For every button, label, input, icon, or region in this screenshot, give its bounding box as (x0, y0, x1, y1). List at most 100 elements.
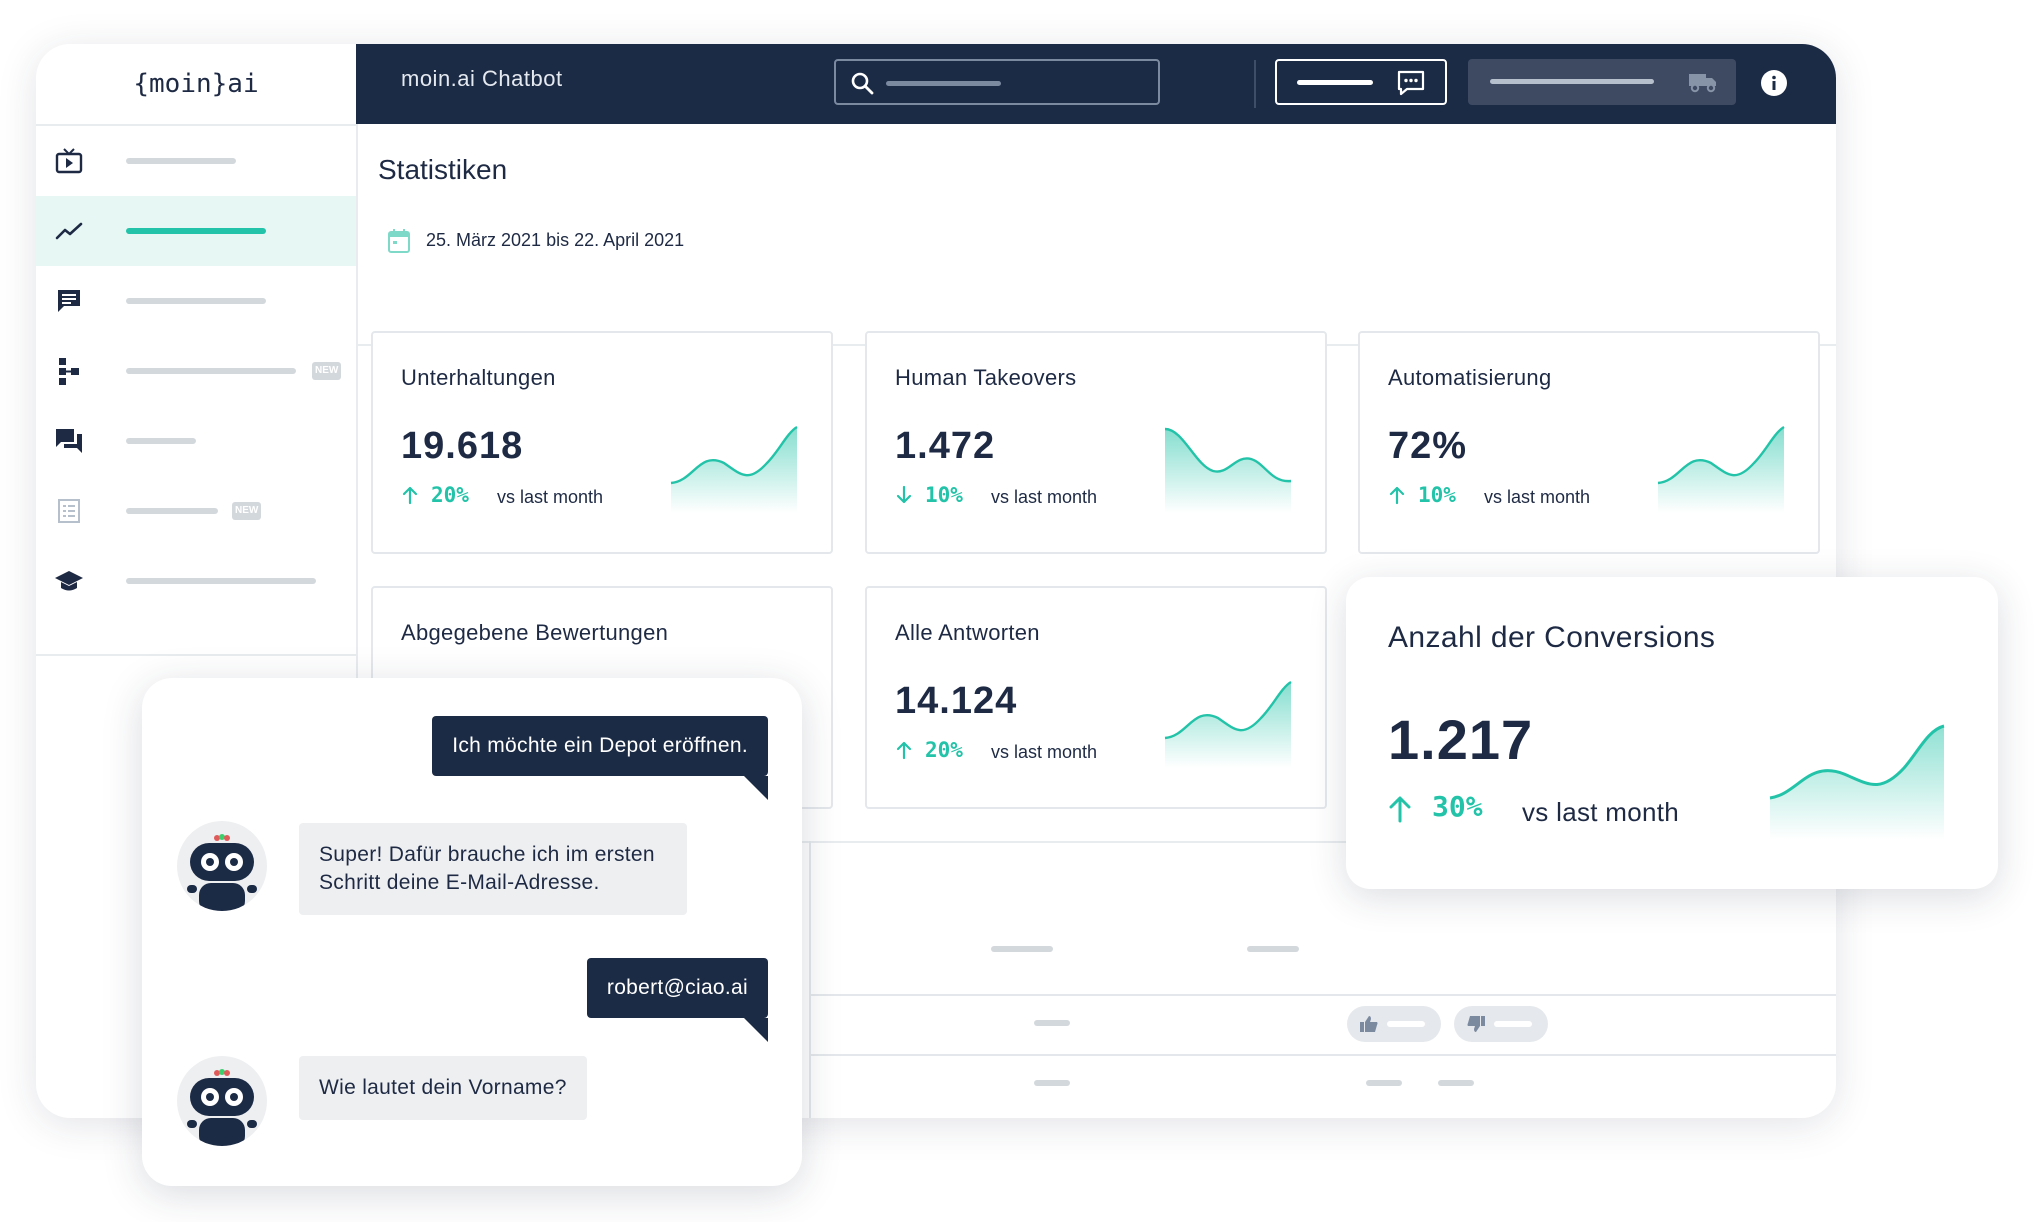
kpi-title: Human Takeovers (895, 365, 1077, 390)
conversion-compare-label: vs last month (1522, 797, 1680, 827)
kpi-compare-label: vs last month (1484, 487, 1591, 507)
chat-bubble-icon (54, 286, 84, 316)
kpi-change: 10% (925, 483, 963, 507)
kpi-title: Automatisierung (1388, 365, 1552, 390)
info-icon[interactable] (1761, 70, 1787, 96)
sidebar-item-flows[interactable]: NEW (36, 336, 356, 406)
kpi-card-automation: Automatisierung 72% 10% vs last month (1358, 331, 1820, 554)
thumbs-down-button[interactable] (1454, 1006, 1548, 1042)
delivery-truck-icon (1688, 71, 1718, 98)
sidebar-item-label (126, 228, 266, 234)
arrow-up-icon (1388, 485, 1406, 505)
sparkline (670, 425, 798, 513)
thumbs-up-button[interactable] (1347, 1006, 1441, 1042)
user-message-tail (744, 1018, 768, 1042)
brand-logo[interactable]: {moin}ai (133, 69, 259, 99)
chat-widget: Ich möchte ein Depot eröffnen. Super! Da… (142, 678, 802, 1186)
header-divider (1254, 60, 1256, 108)
user-message-tail (744, 776, 768, 800)
table-row-divider (811, 1054, 1836, 1056)
arrow-up-icon (401, 485, 419, 505)
sidebar-item-academy[interactable] (36, 546, 356, 616)
kpi-value: 14.124 (895, 680, 1018, 722)
conversion-value: 1.217 (1388, 708, 1534, 771)
search-icon (850, 71, 874, 100)
new-badge: NEW (312, 362, 342, 380)
bot-title: moin.ai Chatbot (401, 66, 563, 91)
kpi-value: 72% (1388, 425, 1468, 467)
search-input[interactable] (834, 59, 1160, 105)
ratings-table (809, 841, 1836, 1118)
sparkline (1769, 724, 1945, 840)
sidebar-item-statistics[interactable] (36, 196, 356, 266)
bot-avatar (177, 1056, 267, 1146)
chat-preview-icon (1397, 70, 1425, 101)
sparkline (1164, 427, 1292, 513)
deploy-button[interactable] (1468, 59, 1736, 105)
kpi-change: 20% (431, 483, 469, 507)
thumbs-up-icon (1359, 1015, 1379, 1038)
sidebar-item-label (126, 578, 316, 584)
table-cell (1438, 1080, 1474, 1086)
kpi-title: Unterhaltungen (401, 365, 556, 390)
bot-message: Wie lautet dein Vorname? (299, 1056, 587, 1120)
sidebar-divider (36, 654, 356, 656)
arrow-up-icon (895, 740, 913, 760)
column-header (991, 946, 1053, 952)
sparkline (1657, 425, 1785, 513)
table-row-divider (811, 994, 1836, 996)
open-chat-button[interactable] (1275, 59, 1447, 105)
kpi-compare-label: vs last month (991, 487, 1098, 507)
list-icon (54, 496, 84, 526)
content-header: Statistiken 25. März 2021 bis 22. April … (356, 124, 1836, 346)
sidebar-item-label (126, 158, 236, 164)
kpi-change: 20% (925, 738, 963, 762)
user-message: Ich möchte ein Depot eröffnen. (432, 716, 768, 776)
bot-avatar (177, 821, 267, 911)
deploy-button-label (1490, 79, 1654, 84)
sparkline (1164, 680, 1292, 768)
kpi-card-all-answers: Alle Antworten 14.124 20% vs last month (865, 586, 1327, 809)
video-play-icon (54, 146, 84, 176)
sidebar-item-messages[interactable] (36, 266, 356, 336)
kpi-change: 10% (1418, 483, 1456, 507)
graduation-cap-icon (54, 566, 84, 596)
trend-line-icon (54, 216, 84, 246)
calendar-icon[interactable] (387, 228, 411, 259)
kpi-card-conversations: Unterhaltungen 19.618 20% vs last month (371, 331, 833, 554)
kpi-title: Alle Antworten (895, 620, 1040, 645)
kpi-compare-label: vs last month (991, 742, 1098, 762)
conversations-icon (54, 426, 84, 456)
sidebar-item-label (126, 298, 266, 304)
sidebar-item-label (126, 438, 196, 444)
conversion-change: 30% (1432, 790, 1483, 823)
date-range-picker[interactable]: 25. März 2021 bis 22. April 2021 (426, 230, 685, 250)
column-header (1247, 946, 1299, 952)
kpi-value: 1.472 (895, 425, 996, 467)
top-header: moin.ai Chatbot (356, 44, 1836, 124)
sidebar-item-lists[interactable]: NEW (36, 476, 356, 546)
sidebar: {moin}ai (36, 44, 358, 1118)
arrow-up-icon (1388, 795, 1412, 823)
chat-button-label (1297, 80, 1373, 85)
kpi-title: Abgegebene Bewertungen (401, 620, 669, 645)
sidebar-item-label (126, 368, 296, 374)
flow-chart-icon (54, 356, 84, 386)
arrow-down-icon (895, 485, 913, 505)
thumbs-up-count (1387, 1021, 1425, 1027)
table-cell (1034, 1080, 1070, 1086)
conversion-title: Anzahl der Conversions (1388, 621, 1716, 654)
sidebar-nav: NEW NEW (36, 126, 356, 616)
thumbs-down-count (1494, 1021, 1532, 1027)
kpi-card-human-takeovers: Human Takeovers 1.472 10% vs last month (865, 331, 1327, 554)
thumbs-down-icon (1466, 1015, 1486, 1038)
conversion-card: Anzahl der Conversions 1.217 30% vs last… (1346, 577, 1998, 889)
search-placeholder (886, 81, 1001, 86)
sidebar-item-preview[interactable] (36, 126, 356, 196)
logo-area: {moin}ai (36, 44, 356, 126)
page-title: Statistiken (378, 154, 508, 185)
sidebar-item-conversations[interactable] (36, 406, 356, 476)
bot-message: Super! Dafür brauche ich im ersten Schri… (299, 823, 687, 915)
kpi-compare-label: vs last month (497, 487, 604, 507)
sidebar-item-label (126, 508, 218, 514)
